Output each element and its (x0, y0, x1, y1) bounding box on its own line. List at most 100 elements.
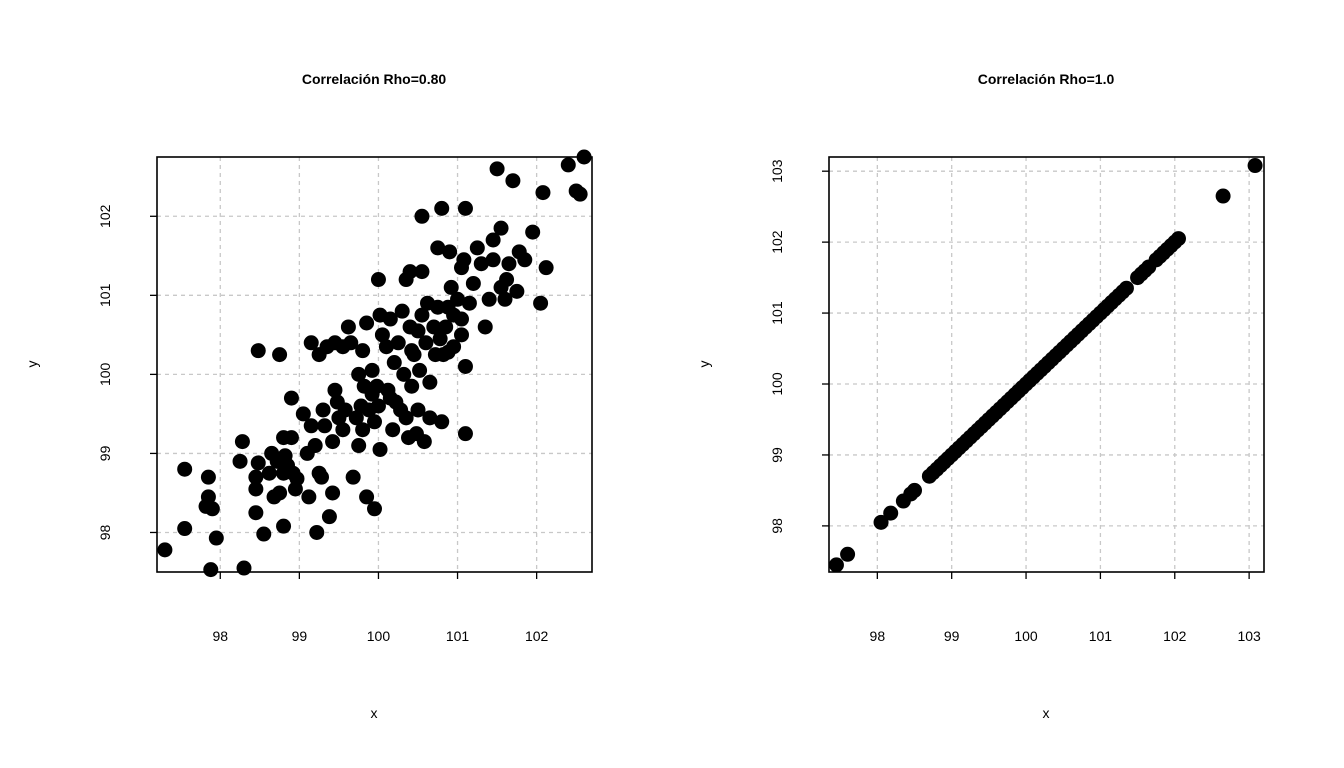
left-data-point (485, 252, 501, 268)
left-data-point (461, 295, 477, 311)
left-data-point (469, 240, 485, 256)
left-data-point (248, 505, 264, 521)
left-data-point (473, 256, 489, 272)
left-y-tick-label: 102 (97, 204, 113, 228)
left-data-point (351, 438, 367, 454)
left-data-point (440, 344, 456, 360)
left-x-tick-label: 99 (292, 628, 308, 644)
left-data-point (414, 208, 430, 224)
left-data-point (456, 252, 472, 268)
left-data-point (535, 185, 551, 201)
left-data-point (572, 186, 588, 202)
left-data-point (289, 471, 305, 487)
left-data-point (414, 264, 430, 280)
left-x-axis-label: x (371, 705, 378, 721)
right-x-tick-label: 100 (1014, 628, 1038, 644)
left-x-tick-label: 100 (367, 628, 391, 644)
left-data-point (394, 303, 410, 319)
right-grid (829, 157, 1264, 572)
left-data-point (477, 319, 493, 335)
left-data-point (314, 469, 330, 485)
left-data-point (457, 200, 473, 216)
left-data-point (378, 339, 394, 355)
left-data-point (317, 418, 333, 434)
left-data-point (443, 279, 459, 295)
left-data-point (434, 414, 450, 430)
left-data-point (369, 378, 385, 394)
left-x-tick-label: 98 (212, 628, 228, 644)
left-data-point (204, 501, 220, 517)
left-data-point (177, 461, 193, 477)
left-y-tick-label: 100 (97, 362, 113, 386)
left-data-point (442, 244, 458, 260)
left-chart-title: Correlación Rho=0.80 (302, 71, 447, 87)
left-y-axis-label: y (24, 361, 40, 368)
left-data-point (248, 481, 264, 497)
left-data-point (283, 390, 299, 406)
left-data-point (301, 489, 317, 505)
left-data-point (340, 319, 356, 335)
left-data-point (432, 331, 448, 347)
left-data-point (517, 252, 533, 268)
left-data-point (493, 220, 509, 236)
left-data-point (359, 315, 375, 331)
right-data-point (1170, 231, 1186, 247)
left-data-point (457, 358, 473, 374)
left-data-point (248, 469, 264, 485)
left-data-point (497, 291, 513, 307)
left-data-point (505, 173, 521, 189)
left-data-point (307, 438, 323, 454)
right-x-tick-label: 103 (1237, 628, 1261, 644)
left-data-point (434, 200, 450, 216)
left-data-point (335, 422, 351, 438)
right-y-tick-label: 103 (769, 159, 785, 183)
left-data-point (485, 232, 501, 248)
left-data-point (256, 526, 272, 542)
left-data-point (430, 240, 446, 256)
left-data-point (325, 434, 341, 450)
left-data-point (364, 362, 380, 378)
left-data-point (370, 398, 386, 414)
right-y-tick-label: 100 (769, 372, 785, 396)
right-data-point (840, 546, 856, 562)
left-x-tick-label: 101 (446, 628, 470, 644)
left-data-point (404, 378, 420, 394)
left-data-point (386, 355, 402, 371)
left-plot-frame (156, 156, 593, 573)
left-data-point (236, 560, 252, 576)
left-data-point (337, 402, 353, 418)
left-data-point (355, 422, 371, 438)
left-points (157, 149, 592, 578)
right-y-tick-label: 98 (769, 518, 785, 534)
right-axis-ticks: 98 99 100 101 102 103 98 99 100 101 102 103 (769, 159, 1261, 644)
left-data-point (315, 402, 331, 418)
left-data-point (234, 434, 250, 450)
left-data-point (402, 264, 418, 280)
left-data-point (203, 562, 219, 578)
right-x-tick-label: 99 (944, 628, 960, 644)
left-data-point (426, 319, 442, 335)
left-data-point (355, 343, 371, 359)
left-data-point (200, 469, 216, 485)
left-data-point (481, 291, 497, 307)
left-data-point (412, 362, 428, 378)
left-data-point (370, 272, 386, 288)
left-data-point (422, 410, 438, 426)
left-data-point (208, 530, 224, 546)
left-data-point (272, 485, 288, 501)
left-data-point (250, 343, 266, 359)
left-data-point (454, 311, 469, 327)
left-data-point (438, 319, 454, 335)
left-data-point (177, 521, 193, 537)
left-data-point (533, 295, 549, 311)
left-data-point (410, 402, 426, 418)
left-y-tick-label: 101 (97, 283, 113, 307)
right-x-tick-label: 98 (870, 628, 886, 644)
left-chart-panel: Correlación Rho=0.80 x y 98 99 100 101 10298… (24, 71, 593, 721)
right-y-axis-label: y (696, 361, 712, 368)
left-data-point (501, 256, 517, 272)
left-data-point (372, 441, 388, 457)
right-x-tick-label: 102 (1163, 628, 1187, 644)
right-data-point (1118, 280, 1134, 296)
left-data-point (374, 327, 390, 343)
